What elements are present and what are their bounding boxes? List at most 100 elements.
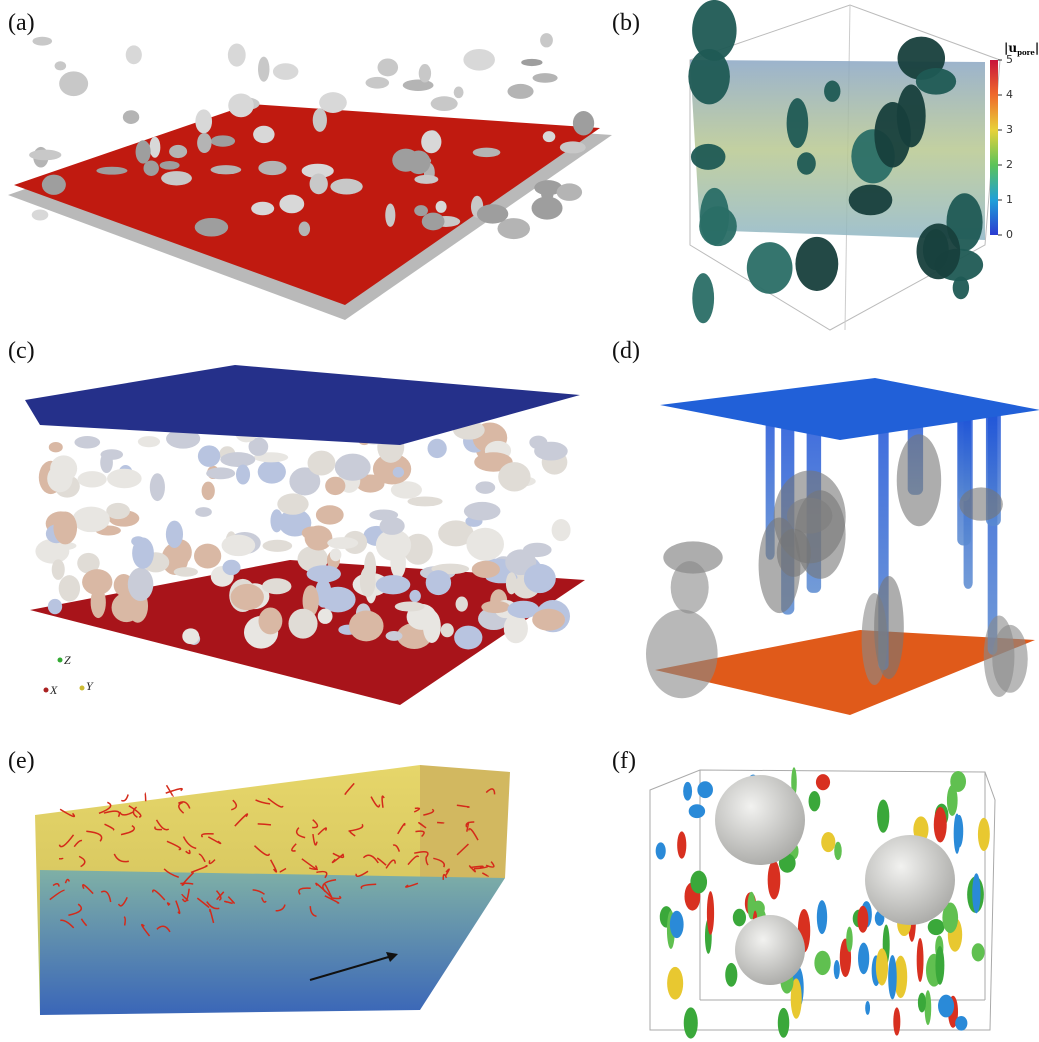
axis-x-dot bbox=[44, 688, 49, 693]
colorbar-tick-label: 0 bbox=[1006, 228, 1013, 241]
blob bbox=[925, 990, 932, 1025]
blob bbox=[897, 85, 926, 148]
axis-y-dot bbox=[80, 686, 85, 691]
blob bbox=[376, 575, 410, 594]
blob bbox=[327, 537, 358, 549]
blob bbox=[392, 149, 419, 172]
blob bbox=[918, 993, 926, 1013]
blob bbox=[307, 565, 341, 582]
blob bbox=[258, 161, 286, 175]
blob bbox=[423, 610, 441, 643]
colorbar-subscript: pore bbox=[1017, 48, 1035, 57]
blob bbox=[364, 552, 376, 584]
blob bbox=[101, 449, 124, 460]
blob bbox=[149, 137, 160, 158]
blob bbox=[984, 616, 1015, 697]
blob bbox=[935, 946, 944, 985]
blob bbox=[533, 73, 558, 83]
blob bbox=[195, 218, 228, 237]
blob bbox=[532, 197, 563, 220]
blob bbox=[795, 237, 838, 291]
blob bbox=[414, 205, 428, 216]
blob bbox=[253, 126, 274, 143]
blob bbox=[865, 1001, 870, 1015]
blob bbox=[454, 86, 464, 98]
blob bbox=[955, 815, 963, 848]
blob bbox=[524, 564, 556, 593]
blob bbox=[206, 467, 235, 479]
blob bbox=[543, 131, 556, 142]
structures-c bbox=[35, 417, 570, 649]
blob bbox=[877, 800, 889, 833]
blob bbox=[380, 517, 405, 535]
blob bbox=[330, 548, 342, 561]
blob bbox=[409, 590, 420, 602]
blob bbox=[166, 521, 183, 548]
blob bbox=[198, 445, 220, 467]
blob bbox=[161, 171, 192, 185]
blob bbox=[231, 584, 264, 610]
blob bbox=[552, 519, 571, 541]
blob bbox=[222, 560, 240, 575]
plume bbox=[958, 410, 970, 501]
blob bbox=[464, 502, 501, 521]
blob bbox=[690, 871, 707, 894]
blob bbox=[211, 135, 235, 146]
axis-y: Y bbox=[86, 679, 94, 693]
blob bbox=[72, 507, 109, 532]
blob bbox=[279, 195, 304, 214]
blob bbox=[978, 818, 990, 851]
blob bbox=[174, 567, 198, 577]
blob bbox=[506, 572, 517, 594]
blob bbox=[288, 609, 317, 639]
axis-z-dot bbox=[58, 658, 63, 663]
blob bbox=[132, 537, 154, 568]
blob bbox=[222, 535, 256, 557]
blob bbox=[316, 505, 344, 524]
blob bbox=[671, 561, 709, 613]
colorbar-tick-label: 1 bbox=[1006, 193, 1013, 206]
blob bbox=[521, 59, 542, 66]
blob bbox=[59, 71, 88, 96]
blob bbox=[858, 943, 869, 975]
blob bbox=[876, 948, 888, 985]
blob bbox=[477, 204, 508, 223]
blob bbox=[421, 130, 441, 153]
colorbar-tick-label: 4 bbox=[1006, 88, 1013, 101]
blob bbox=[194, 544, 221, 569]
blob bbox=[431, 96, 458, 111]
blob bbox=[385, 204, 395, 227]
blob bbox=[677, 831, 686, 858]
blob bbox=[42, 175, 66, 195]
panel-label: (a) bbox=[8, 10, 35, 36]
blob bbox=[228, 44, 246, 67]
blob bbox=[917, 223, 961, 279]
blob bbox=[917, 938, 924, 982]
blob bbox=[393, 467, 404, 478]
blob bbox=[534, 442, 568, 461]
blob bbox=[928, 919, 945, 935]
blob bbox=[573, 111, 594, 135]
blob bbox=[74, 436, 100, 448]
blob bbox=[136, 140, 151, 163]
blob bbox=[150, 473, 165, 501]
blob bbox=[32, 209, 49, 220]
filament bbox=[258, 824, 271, 825]
blob bbox=[220, 452, 255, 467]
blob bbox=[48, 599, 62, 614]
floor bbox=[40, 870, 505, 1015]
blob bbox=[441, 623, 454, 637]
blob bbox=[378, 58, 399, 76]
blob bbox=[236, 465, 250, 485]
blob bbox=[897, 434, 941, 526]
blob bbox=[532, 609, 565, 631]
blob bbox=[560, 141, 586, 153]
blob bbox=[846, 927, 852, 952]
blob bbox=[454, 626, 482, 650]
blob bbox=[123, 110, 139, 124]
blob bbox=[33, 37, 53, 46]
blob bbox=[834, 842, 842, 860]
blob bbox=[938, 995, 954, 1018]
blob bbox=[787, 98, 809, 148]
blob bbox=[777, 529, 811, 577]
